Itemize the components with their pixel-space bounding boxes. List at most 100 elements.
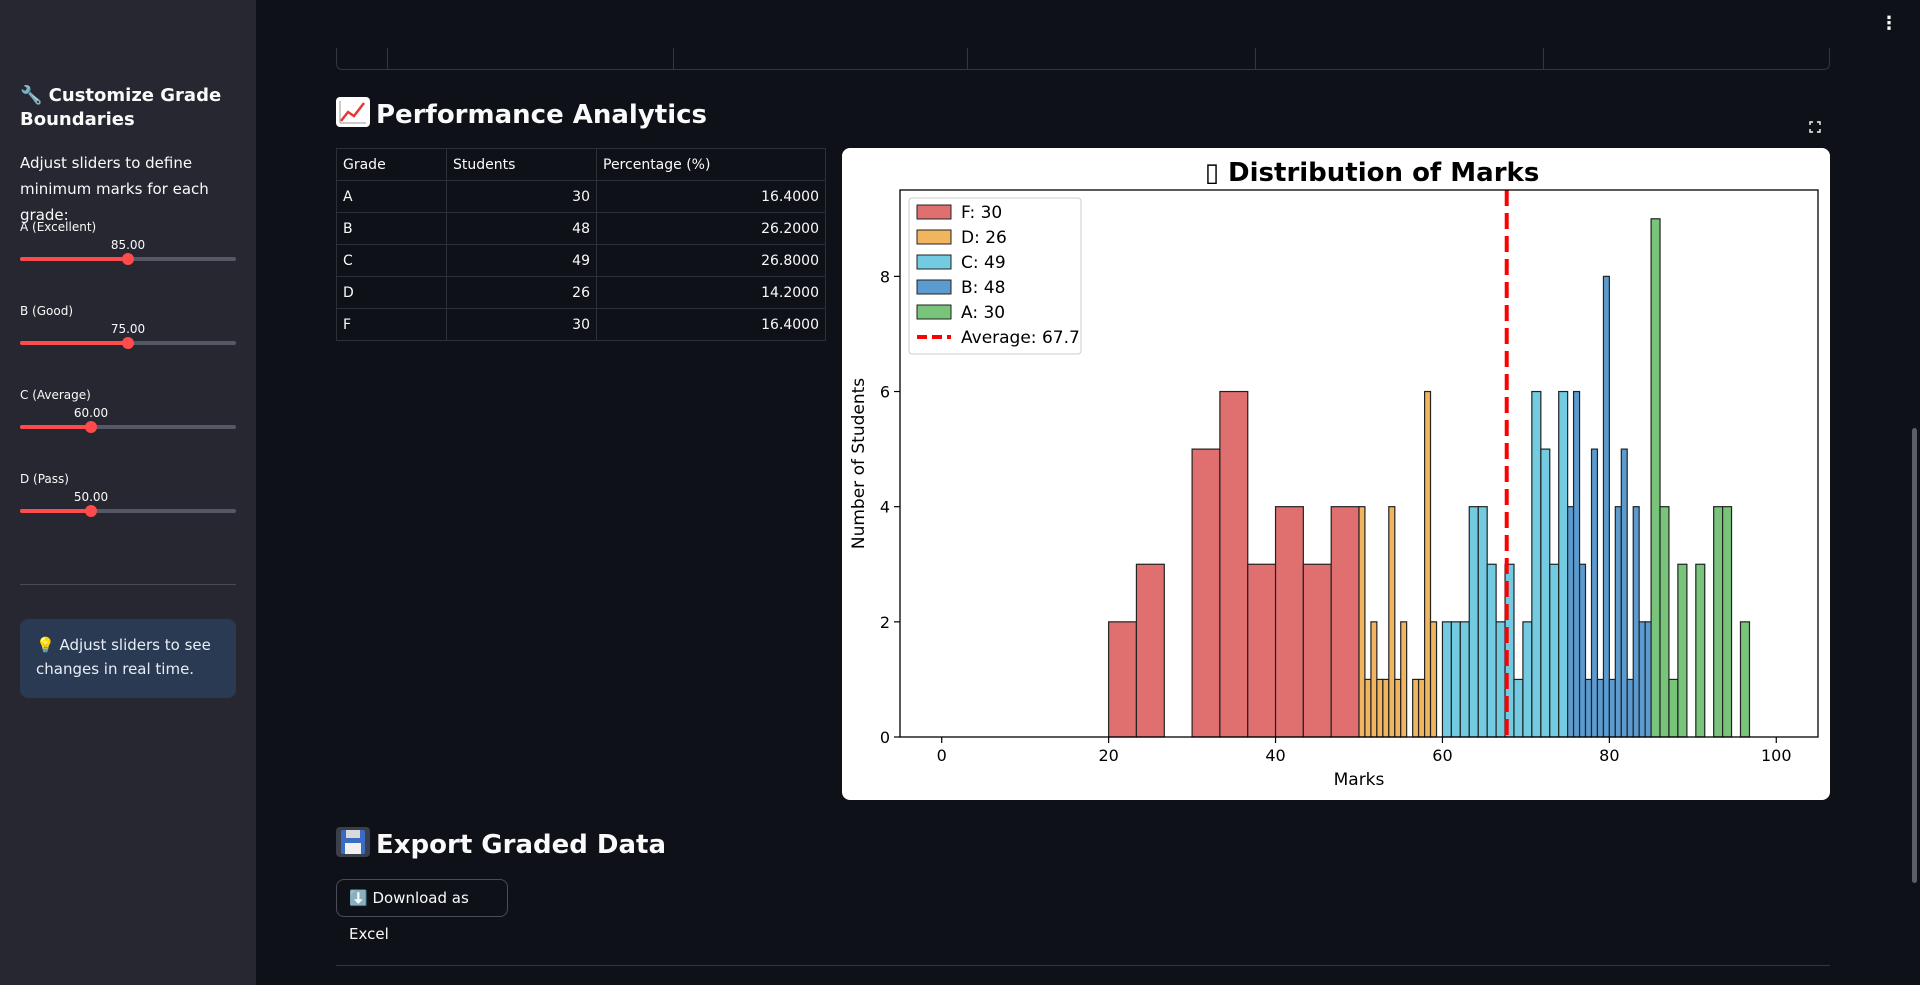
histogram-bar — [1722, 506, 1733, 738]
sidebar-title: 🔧 Customize Grade Boundaries — [20, 85, 222, 130]
histogram-bar — [1602, 275, 1610, 738]
histogram-bar — [1584, 678, 1593, 738]
legend-swatch — [916, 254, 952, 270]
histogram-bar — [1713, 506, 1724, 738]
histogram-bar — [1614, 506, 1622, 738]
legend-swatch — [916, 204, 952, 220]
slider-value: 60.00 — [73, 406, 109, 420]
histogram-bar — [1632, 506, 1640, 738]
vertical-dots-icon[interactable]: ⋮ — [1880, 13, 1898, 34]
cell-grade: A — [336, 180, 447, 213]
histogram-bar — [1578, 563, 1587, 738]
previous-table-remnant — [336, 48, 1830, 70]
cell-grade: D — [336, 276, 447, 309]
legend-label: F: 30 — [961, 203, 1002, 223]
info-message: 💡 Adjust sliders to see changes in real … — [20, 619, 236, 698]
legend-label: B: 48 — [961, 278, 1005, 298]
legend-swatch — [916, 279, 952, 295]
histogram-bar — [1247, 563, 1277, 738]
cell-percentage: 16.4000 — [596, 180, 826, 213]
histogram-bar — [1644, 621, 1652, 738]
histogram-bar — [1135, 563, 1165, 738]
cell-grade: C — [336, 244, 447, 277]
sidebar-description: Adjust sliders to define minimum marks f… — [20, 154, 209, 224]
x-tick-label: 80 — [1599, 746, 1619, 765]
cell-percentage: 26.8000 — [596, 244, 826, 277]
histogram-bar — [1486, 563, 1497, 738]
table-row: F 30 16.4000 — [336, 308, 826, 341]
histogram-bar — [1302, 563, 1332, 738]
slider-track[interactable] — [20, 425, 236, 429]
column-header-grade[interactable]: Grade — [336, 148, 447, 181]
histogram-bar — [1695, 563, 1706, 738]
histogram-bar — [1423, 390, 1432, 738]
y-axis-label: Number of Students — [849, 378, 869, 549]
table-header-row: Grade Students Percentage (%) — [336, 148, 826, 181]
y-tick-label: 2 — [880, 613, 890, 632]
export-heading: Export Graded Data — [336, 827, 666, 863]
slider-label: A (Excellent) — [20, 220, 97, 234]
legend-label: D: 26 — [961, 228, 1007, 248]
slider-label: D (Pass) — [20, 472, 69, 486]
histogram-bar — [1626, 678, 1634, 738]
histogram-bar — [1370, 621, 1378, 738]
slider-grade-b[interactable]: B (Good) 75.00 — [20, 304, 236, 364]
slider-grade-d[interactable]: D (Pass) 50.00 — [20, 472, 236, 532]
x-tick-label: 60 — [1432, 746, 1452, 765]
plot-frame — [899, 189, 1819, 738]
histogram-bar — [1388, 506, 1396, 738]
sidebar: 🔧 Customize Grade Boundaries Adjust slid… — [0, 0, 256, 985]
histogram-bar — [1531, 390, 1542, 738]
histogram-bar — [1513, 678, 1524, 738]
legend-swatch — [916, 229, 952, 245]
histogram-bar — [1441, 621, 1452, 738]
chart-title: ▯ Distribution of Marks — [1205, 158, 1540, 188]
slider-thumb[interactable] — [122, 253, 134, 265]
table-row: A 30 16.4000 — [336, 180, 826, 213]
legend-label: C: 49 — [961, 253, 1006, 273]
histogram-bar — [1394, 678, 1402, 738]
slider-fill — [20, 257, 128, 261]
histogram-bar — [1608, 678, 1616, 738]
slider-label: C (Average) — [20, 388, 91, 402]
x-tick-label: 0 — [937, 746, 947, 765]
column-header-percentage[interactable]: Percentage (%) — [596, 148, 826, 181]
histogram-bar — [1429, 621, 1438, 738]
slider-label: B (Good) — [20, 304, 74, 318]
histogram-bar — [1417, 678, 1426, 738]
histogram-bar — [1638, 621, 1646, 738]
x-tick-label: 100 — [1761, 746, 1792, 765]
slider-value: 50.00 — [73, 490, 109, 504]
histogram-bar — [1549, 563, 1560, 738]
histogram-bar — [1459, 621, 1470, 738]
slider-thumb[interactable] — [122, 337, 134, 349]
sidebar-divider — [20, 584, 236, 585]
y-tick-label: 8 — [880, 267, 890, 286]
slider-fill — [20, 509, 91, 513]
slider-track[interactable] — [20, 509, 236, 513]
page-scrollbar[interactable] — [1912, 428, 1917, 883]
histogram-bar — [1659, 506, 1670, 738]
grade-summary-table: Grade Students Percentage (%) A 30 16.40… — [336, 148, 826, 341]
histogram-bar — [1572, 390, 1581, 738]
cell-grade: F — [336, 308, 447, 341]
histogram-bar — [1668, 678, 1679, 738]
histogram-bar — [1650, 218, 1661, 738]
slider-thumb[interactable] — [85, 421, 97, 433]
slider-grade-a[interactable]: A (Excellent) 85.00 — [20, 220, 236, 280]
y-tick-label: 0 — [880, 728, 890, 747]
histogram-bar — [1495, 621, 1506, 738]
cell-grade: B — [336, 212, 447, 245]
histogram-bar — [1558, 390, 1569, 738]
analytics-heading: Performance Analytics — [336, 97, 707, 133]
slider-grade-c[interactable]: C (Average) 60.00 — [20, 388, 236, 448]
column-header-students[interactable]: Students — [446, 148, 597, 181]
histogram-bar — [1108, 621, 1138, 738]
y-tick-label: 4 — [880, 498, 890, 517]
slider-thumb[interactable] — [85, 505, 97, 517]
legend-box — [908, 197, 1082, 355]
fullscreen-button[interactable] — [1800, 118, 1830, 140]
cell-percentage: 26.2000 — [596, 212, 826, 245]
histogram-bar — [1400, 621, 1408, 738]
download-excel-button[interactable]: ⬇️ Download as Excel — [336, 879, 508, 943]
